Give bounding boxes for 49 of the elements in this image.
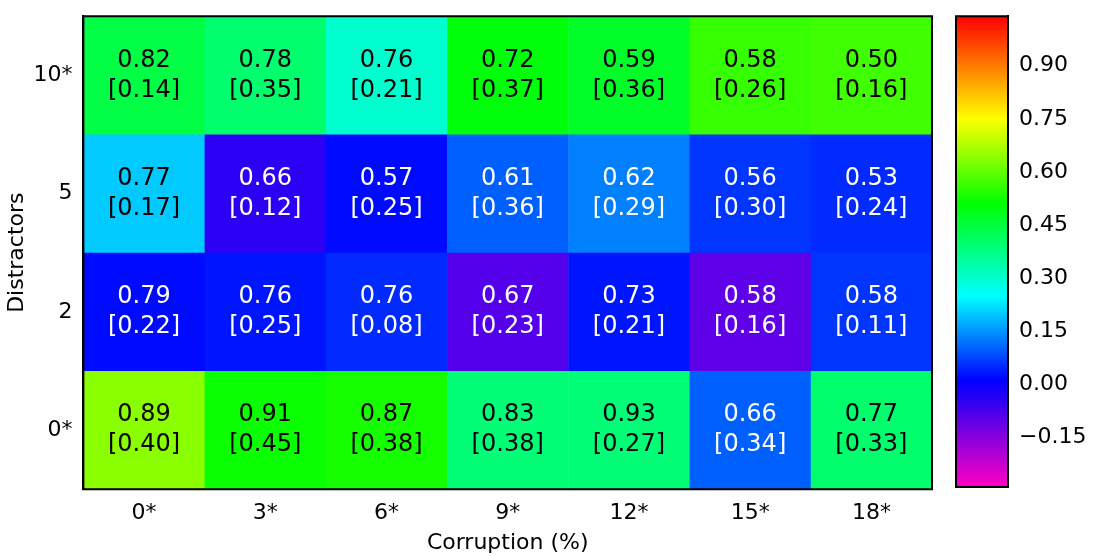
data-label: 0.76 [0.25] [229, 281, 302, 340]
color-bar-label: 0.75 [1019, 104, 1068, 130]
data-label: 0.50 [0.16] [835, 44, 908, 103]
data-label: 0.87 [0.38] [350, 399, 423, 458]
data-label: 0.56 [0.30] [714, 162, 787, 221]
y-axis-title: Distractors [2, 192, 28, 313]
data-label: 0.91 [0.45] [229, 399, 302, 458]
x-tick-label: 6* [373, 499, 399, 525]
data-label: 0.82 [0.14] [107, 44, 181, 103]
data-label: 0.67 [0.23] [471, 281, 544, 340]
data-label: 0.89 [0.40] [107, 399, 181, 458]
color-bar-label: 0.60 [1019, 157, 1068, 183]
color-bar-label: 0.45 [1019, 210, 1068, 236]
data-label: 0.76 [0.08] [350, 281, 423, 340]
color-bar-label: −0.15 [1019, 423, 1087, 449]
data-label: 0.57 [0.25] [350, 162, 423, 221]
data-label: 0.77 [0.17] [107, 162, 181, 221]
y-tick-label: 2 [58, 297, 73, 323]
data-label: 0.53 [0.24] [835, 162, 908, 221]
data-label: 0.73 [0.21] [592, 281, 666, 340]
data-label: 0.79 [0.22] [107, 281, 181, 340]
data-label: 0.62 [0.29] [592, 162, 666, 221]
data-label: 0.58 [0.26] [714, 44, 787, 103]
x-axis-title: Corruption (%) [426, 528, 589, 554]
data-label: 0.83 [0.38] [471, 399, 544, 458]
x-tick-label: 3* [252, 499, 278, 525]
color-bar-label: 0.30 [1019, 263, 1068, 289]
x-tick-label: 9* [495, 499, 521, 525]
y-tick-label: 0* [47, 415, 73, 441]
data-label: 0.59 [0.36] [592, 44, 666, 103]
data-label: 0.66 [0.12] [229, 162, 302, 221]
data-label: 0.58 [0.16] [714, 281, 787, 340]
data-label: 0.93 [0.27] [592, 399, 666, 458]
data-label: 0.78 [0.35] [229, 44, 302, 103]
y-tick-label: 10* [33, 61, 73, 87]
x-tick-label: 18* [851, 499, 891, 525]
color-bar-label: 0.90 [1019, 51, 1068, 77]
data-label: 0.77 [0.33] [835, 399, 908, 458]
data-label: 0.61 [0.36] [471, 162, 544, 221]
data-label: 0.76 [0.21] [350, 44, 423, 103]
color-bar-label: 0.15 [1019, 316, 1068, 342]
x-tick-label: 0* [131, 499, 157, 525]
x-tick-label: 15* [730, 499, 770, 525]
data-label: 0.66 [0.34] [714, 399, 787, 458]
data-label: 0.58 [0.11] [835, 281, 908, 340]
color-bar-label: 0.00 [1019, 370, 1068, 396]
x-tick-label: 12* [609, 499, 649, 525]
y-tick-label: 5 [58, 179, 73, 205]
data-label: 0.72 [0.37] [471, 44, 544, 103]
